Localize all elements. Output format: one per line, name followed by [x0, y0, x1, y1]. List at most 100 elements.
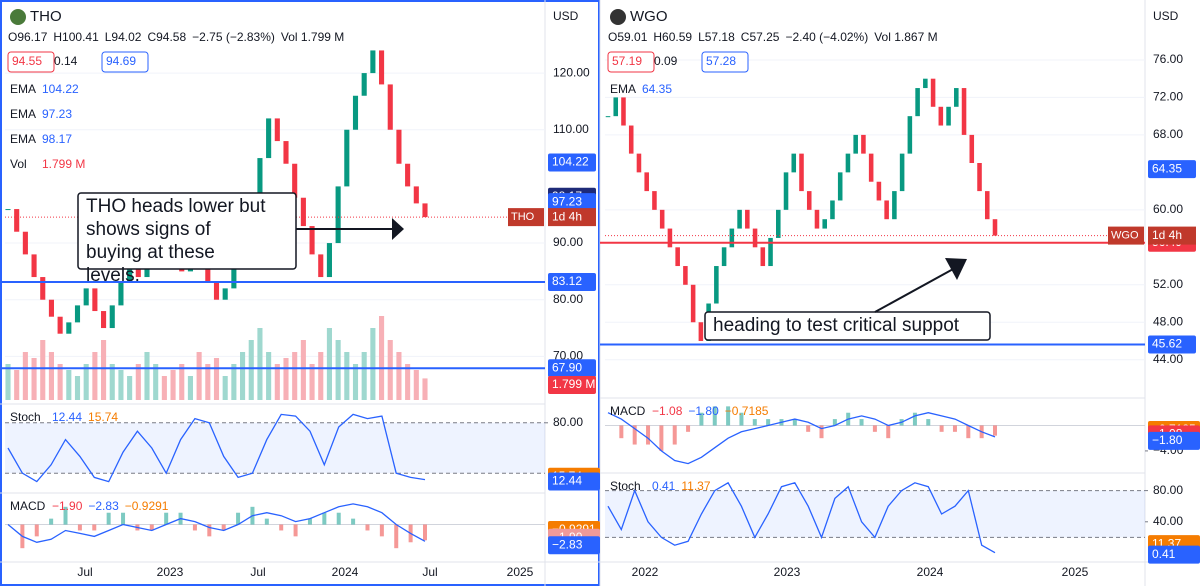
candle [954, 88, 959, 107]
osc-badge-bg [1148, 431, 1200, 450]
osc-value: −1.80 [688, 404, 719, 418]
quote: 57.28 [706, 54, 736, 68]
legend-name: EMA [610, 82, 636, 96]
currency: USD [1153, 9, 1179, 23]
legend-value: 1.799 M [42, 157, 85, 171]
y-tick-label: 76.00 [1153, 52, 1183, 66]
candle [66, 322, 72, 334]
candle [984, 191, 990, 220]
candle [92, 288, 98, 312]
macd-hist [221, 524, 226, 531]
osc-badge: −2.83 [552, 537, 583, 551]
countdown: 1d 4h [1152, 228, 1182, 242]
macd-hist [966, 425, 971, 439]
macd-hist [92, 524, 97, 531]
candle [652, 191, 657, 210]
volume-bar [40, 340, 46, 400]
price-badge-bg [548, 153, 596, 172]
candle [992, 219, 998, 236]
candle [309, 226, 315, 255]
candle [127, 265, 133, 283]
candle [837, 172, 843, 201]
macd-hist [739, 412, 744, 426]
macd-hist [712, 406, 717, 426]
volume-bar [257, 328, 263, 400]
macd-hist [264, 518, 269, 525]
volume-bar [309, 364, 315, 400]
candle [40, 277, 46, 300]
volume-bar [361, 352, 367, 400]
volume-bar [66, 370, 72, 400]
x-tick-label: 2022 [632, 565, 659, 579]
stoch-line [607, 481, 996, 554]
level-badge-bg [548, 359, 596, 378]
macd-hist [659, 425, 664, 451]
candle [101, 311, 107, 329]
macd-hist [307, 518, 312, 525]
candle [413, 186, 419, 204]
volume-bar [31, 358, 37, 400]
annotation-box [77, 192, 297, 270]
x-tick-label: 2024 [917, 565, 944, 579]
price-badge: 97.23 [552, 194, 582, 208]
volume-bar [118, 370, 124, 400]
volume-bar [22, 352, 28, 400]
legend-value: 64.35 [642, 82, 672, 96]
volume-bar [109, 364, 115, 400]
y-tick-label: 80.00 [553, 292, 583, 306]
y-tick-label: 120.00 [553, 65, 590, 79]
macd-hist [207, 524, 212, 537]
volume-bar [292, 352, 298, 400]
symbol-icon [610, 9, 626, 25]
countdown: 1d 4h [552, 209, 582, 223]
macd-hist [365, 524, 370, 531]
ohlc-value: H100.41 [53, 30, 99, 44]
candle [868, 153, 874, 182]
legend-name: Vol [10, 157, 27, 171]
legend-value: 104.22 [42, 82, 79, 96]
volume-bar [5, 364, 11, 400]
x-tick-label: Jul [77, 565, 92, 579]
y-tick-label: 80.00 [553, 415, 583, 429]
volume-bar [344, 352, 350, 400]
price-badge: 104.22 [552, 155, 589, 169]
macd-hist [34, 524, 39, 537]
candle [283, 141, 289, 164]
quote: 0.09 [654, 54, 678, 68]
volume-bar [179, 364, 185, 400]
osc-badge: 0.41 [1152, 547, 1176, 561]
candle [135, 265, 141, 278]
osc-badge: 12.44 [552, 474, 582, 488]
candle [213, 282, 220, 300]
x-tick-label: 2024 [332, 565, 359, 579]
arrow-head [392, 218, 404, 240]
candle [222, 288, 228, 300]
volume-bar [266, 352, 272, 400]
volume-bar [231, 364, 237, 400]
candle [22, 231, 28, 255]
volume-bar [387, 340, 393, 400]
macd-hist [351, 518, 356, 525]
annotation: THO heads lower but shows signs of buying … [86, 196, 266, 286]
level-badge-bg [548, 273, 596, 292]
candle [231, 265, 237, 289]
level-badge: 83.12 [552, 274, 582, 288]
candle [806, 191, 812, 210]
candle [892, 191, 897, 220]
y-tick-label: 48.00 [1153, 314, 1183, 328]
macd-hist [672, 425, 677, 445]
candle [899, 153, 905, 192]
annotation-box [704, 311, 991, 341]
osc-value: 0.41 [652, 479, 676, 493]
candle [621, 97, 626, 126]
candle [326, 243, 332, 278]
candle [274, 118, 280, 142]
ohlc-value: −2.40 (−4.02%) [785, 30, 868, 44]
candle [830, 200, 835, 220]
candle [292, 163, 298, 198]
candle [714, 266, 719, 304]
volume-bar [14, 370, 20, 400]
candle [799, 153, 804, 192]
level-badge: 45.62 [1152, 337, 1182, 351]
candle [729, 228, 735, 248]
